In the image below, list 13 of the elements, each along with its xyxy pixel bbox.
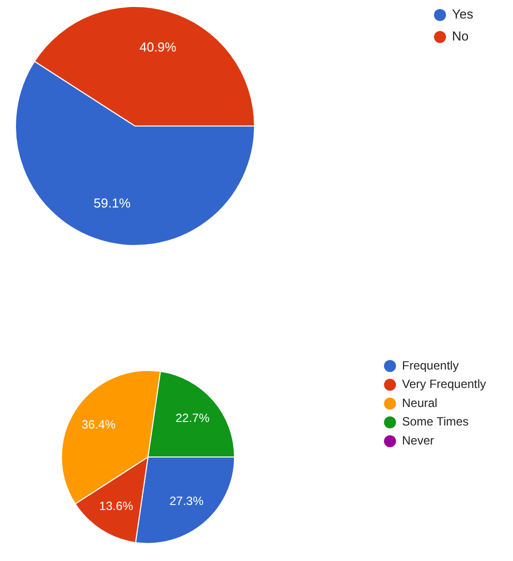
legend-label: Yes: [452, 6, 474, 22]
data-label: 40.9%: [139, 40, 177, 55]
legend-label: Neural: [402, 396, 438, 410]
data-label: 36.4%: [82, 417, 116, 432]
legend-label: Some Times: [402, 414, 469, 429]
legend-label: Frequently: [402, 358, 459, 372]
data-label: 13.6%: [99, 498, 134, 513]
data-label: 59.1%: [94, 196, 131, 211]
legend-label: No: [452, 28, 469, 44]
data-label: 27.3%: [169, 494, 204, 508]
data-label: 22.7%: [175, 410, 210, 425]
legend-label: Never: [402, 434, 434, 448]
legend-label: Very Frequently: [402, 377, 486, 392]
